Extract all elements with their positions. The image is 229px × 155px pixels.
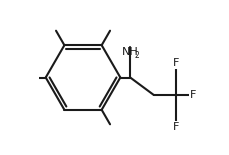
Text: NH: NH (122, 47, 138, 57)
Text: F: F (189, 90, 195, 100)
Text: F: F (172, 122, 178, 132)
Text: F: F (172, 58, 178, 68)
Text: 2: 2 (134, 51, 139, 60)
